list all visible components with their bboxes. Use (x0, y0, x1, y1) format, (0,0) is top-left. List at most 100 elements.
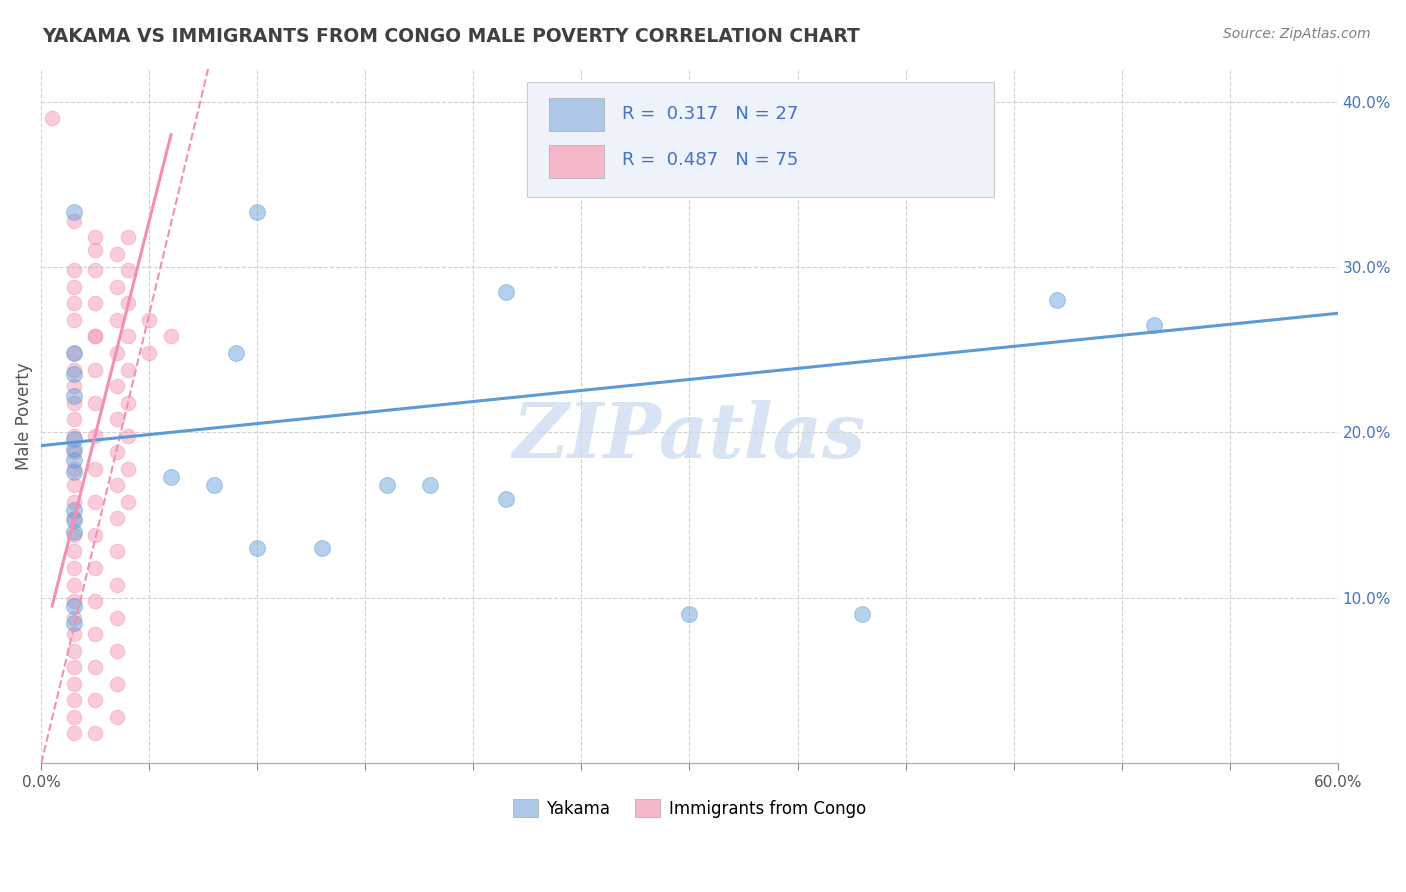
Point (84, 561, 107, 575)
Point (117, 263, 139, 277)
Point (105, 445, 128, 459)
Point (105, 346, 128, 360)
Point (246, 541, 269, 555)
Point (62, 643, 84, 657)
Point (117, 495, 139, 509)
Point (62, 528, 84, 542)
Point (84, 428, 107, 442)
Point (495, 491, 517, 506)
Point (62, 379, 84, 393)
FancyBboxPatch shape (550, 145, 605, 178)
Point (117, 428, 139, 442)
Point (84, 329, 107, 343)
Point (84, 528, 107, 542)
Point (62, 453, 84, 467)
Text: R =  0.487   N = 75: R = 0.487 N = 75 (621, 152, 799, 169)
Point (160, 470, 183, 484)
Point (62, 205, 84, 219)
Point (105, 643, 128, 657)
Point (138, 346, 160, 360)
Text: YAKAMA VS IMMIGRANTS FROM CONGO MALE POVERTY CORRELATION CHART: YAKAMA VS IMMIGRANTS FROM CONGO MALE POV… (42, 27, 860, 45)
Point (495, 285, 517, 299)
Point (105, 577, 128, 591)
Point (1046, 293, 1069, 307)
Point (62, 462, 84, 476)
Point (105, 246, 128, 260)
Point (138, 313, 160, 327)
Point (117, 329, 139, 343)
Y-axis label: Male Poverty: Male Poverty (15, 362, 32, 469)
Text: R =  0.317   N = 27: R = 0.317 N = 27 (621, 104, 799, 123)
Point (419, 478, 441, 492)
FancyBboxPatch shape (550, 98, 605, 131)
Point (62, 362, 84, 376)
Point (160, 329, 183, 343)
Point (62, 594, 84, 608)
Point (105, 313, 128, 327)
Point (311, 541, 333, 555)
Point (84, 395, 107, 409)
Point (105, 379, 128, 393)
Point (1143, 318, 1166, 332)
Point (105, 478, 128, 492)
Point (62, 503, 84, 517)
Point (62, 280, 84, 294)
Point (105, 280, 128, 294)
Point (62, 313, 84, 327)
Point (62, 726, 84, 740)
Point (105, 677, 128, 691)
Point (62, 346, 84, 360)
Point (375, 478, 398, 492)
Point (62, 389, 84, 403)
Point (84, 329, 107, 343)
Point (84, 726, 107, 740)
Point (84, 263, 107, 277)
FancyBboxPatch shape (527, 82, 994, 197)
Point (62, 432, 84, 446)
Point (62, 577, 84, 591)
Point (105, 511, 128, 525)
Point (678, 607, 700, 622)
Point (105, 544, 128, 558)
Point (62, 677, 84, 691)
Point (62, 296, 84, 310)
Point (62, 524, 84, 539)
Point (246, 205, 269, 219)
Point (84, 362, 107, 376)
Legend: Yakama, Immigrants from Congo: Yakama, Immigrants from Congo (506, 793, 873, 824)
Point (62, 346, 84, 360)
Point (62, 428, 84, 442)
Point (62, 615, 84, 630)
Point (84, 693, 107, 707)
Point (62, 693, 84, 707)
Point (117, 462, 139, 476)
Point (84, 660, 107, 674)
Point (84, 462, 107, 476)
Point (62, 412, 84, 426)
Point (62, 710, 84, 724)
Point (62, 511, 84, 525)
Point (62, 395, 84, 409)
Point (62, 660, 84, 674)
Point (84, 627, 107, 641)
Point (84, 244, 107, 258)
Point (41, 111, 63, 125)
Point (62, 599, 84, 613)
Point (62, 263, 84, 277)
Point (84, 594, 107, 608)
Point (62, 544, 84, 558)
Point (62, 495, 84, 509)
Point (62, 513, 84, 527)
Text: Source: ZipAtlas.com: Source: ZipAtlas.com (1223, 27, 1371, 41)
Point (202, 478, 225, 492)
Point (105, 610, 128, 624)
Point (117, 296, 139, 310)
Point (62, 561, 84, 575)
Point (851, 607, 873, 622)
Point (62, 478, 84, 492)
Text: ZIPatlas: ZIPatlas (513, 400, 866, 474)
Point (84, 230, 107, 244)
Point (117, 362, 139, 376)
Point (62, 465, 84, 479)
Point (62, 627, 84, 641)
